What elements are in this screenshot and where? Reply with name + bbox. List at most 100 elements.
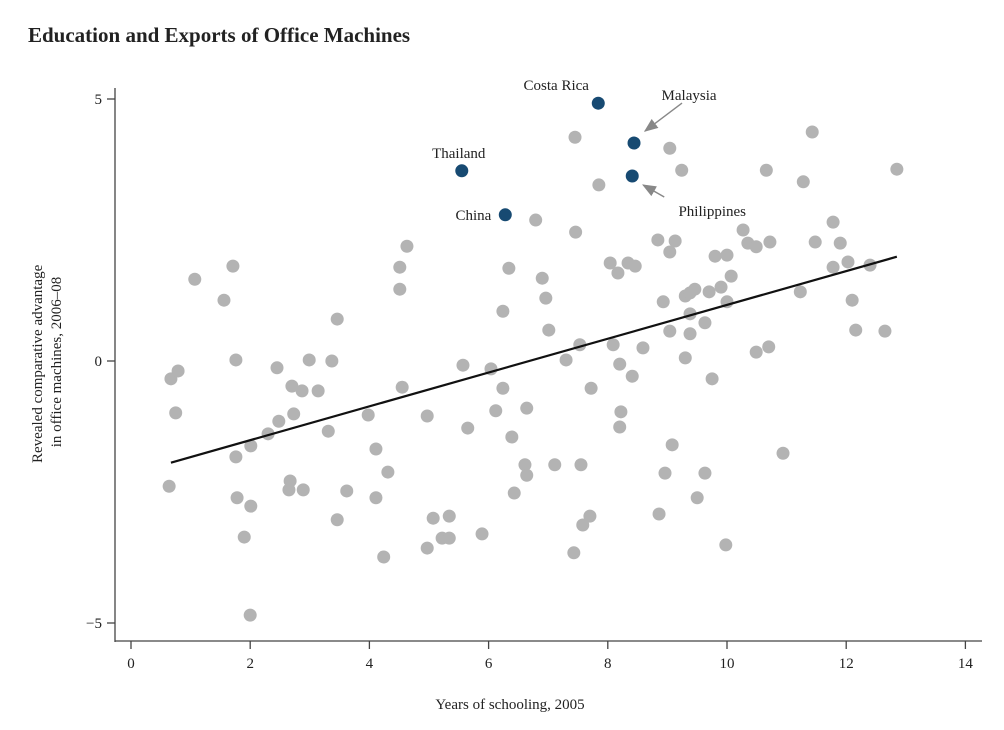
data-point (542, 323, 556, 337)
data-point (426, 511, 440, 525)
data-point (272, 414, 286, 428)
data-point (714, 280, 728, 294)
data-point (162, 479, 176, 493)
highlight-point-philippines (625, 169, 639, 183)
data-point (826, 215, 840, 229)
data-point (287, 407, 301, 421)
highlighted-points: Costa Rica Malaysia Philippines Thailand Chi… (432, 78, 746, 224)
x-tick-label: 12 (839, 656, 854, 672)
point-label: China (455, 208, 491, 224)
data-point (230, 491, 244, 505)
data-point (776, 446, 790, 460)
data-point (270, 361, 284, 375)
arrow (642, 184, 665, 198)
data-point (793, 285, 807, 299)
data-point (720, 248, 734, 262)
data-point (420, 409, 434, 423)
data-point (576, 518, 590, 532)
data-point (688, 282, 702, 296)
data-point (381, 465, 395, 479)
data-point (749, 240, 763, 254)
data-point (330, 513, 344, 527)
data-point (340, 484, 354, 498)
data-point (845, 293, 859, 307)
data-point (229, 450, 243, 464)
data-point (574, 458, 588, 472)
data-point (808, 235, 822, 249)
data-point (614, 405, 628, 419)
data-point (796, 175, 810, 189)
data-point (567, 546, 581, 560)
data-point (652, 507, 666, 521)
data-point (841, 255, 855, 269)
data-point (461, 421, 475, 435)
point-label: Philippines (678, 204, 746, 220)
fit-line (170, 255, 898, 464)
data-point (890, 162, 904, 176)
x-tick-label: 6 (485, 656, 493, 672)
data-point (229, 353, 243, 367)
point-label: Thailand (432, 146, 486, 162)
data-point (584, 381, 598, 395)
data-point (502, 261, 516, 275)
y-axis-label: Revealed comparative advantage in office… (30, 261, 65, 463)
data-point (698, 316, 712, 330)
data-point (683, 327, 697, 341)
data-point (496, 304, 510, 318)
data-point (361, 408, 375, 422)
data-point (656, 295, 670, 309)
data-point (169, 406, 183, 420)
data-point (663, 141, 677, 155)
data-point (217, 293, 231, 307)
y-axis-label-line-1: Revealed comparative advantage (30, 264, 46, 463)
y-axis-label-line-2: in office machines, 2006–08 (49, 277, 65, 448)
x-axis-label: Years of schooling, 2005 (435, 697, 584, 713)
highlight-point-thailand (455, 164, 469, 178)
fit-line-group (170, 255, 898, 464)
point-label: Malaysia (662, 88, 717, 104)
data-point (283, 474, 297, 488)
data-point (749, 345, 763, 359)
data-point (759, 163, 773, 177)
data-point (603, 256, 617, 270)
data-point (548, 458, 562, 472)
data-point (520, 468, 534, 482)
y-tick-label: 5 (95, 92, 103, 108)
data-point (393, 282, 407, 296)
point-label: Costa Rica (524, 78, 590, 94)
chart-title: Education and Exports of Office Machines (28, 23, 410, 47)
data-point (663, 245, 677, 259)
data-point (583, 509, 597, 523)
data-point (663, 324, 677, 338)
data-point (805, 125, 819, 139)
data-point (330, 312, 344, 326)
data-point (296, 483, 310, 497)
highlight-point-costa-rica (591, 96, 605, 110)
data-point (763, 235, 777, 249)
data-point (188, 272, 202, 286)
data-point (244, 499, 258, 513)
data-point (420, 541, 434, 555)
data-point (849, 323, 863, 337)
data-point (475, 527, 489, 541)
data-point (442, 531, 456, 545)
data-point (535, 271, 549, 285)
data-point (724, 269, 738, 283)
data-point (651, 233, 665, 247)
data-point (226, 259, 240, 273)
data-point (311, 384, 325, 398)
data-point (321, 424, 335, 438)
y-tick-label: −5 (86, 616, 102, 632)
data-point (628, 259, 642, 273)
x-tick-label: 4 (366, 656, 374, 672)
data-point (295, 384, 309, 398)
data-point (244, 439, 258, 453)
data-point (719, 538, 733, 552)
data-point (613, 420, 627, 434)
data-point (568, 130, 582, 144)
data-point (675, 163, 689, 177)
data-point (658, 466, 672, 480)
data-point (606, 338, 620, 352)
data-point (518, 458, 532, 472)
